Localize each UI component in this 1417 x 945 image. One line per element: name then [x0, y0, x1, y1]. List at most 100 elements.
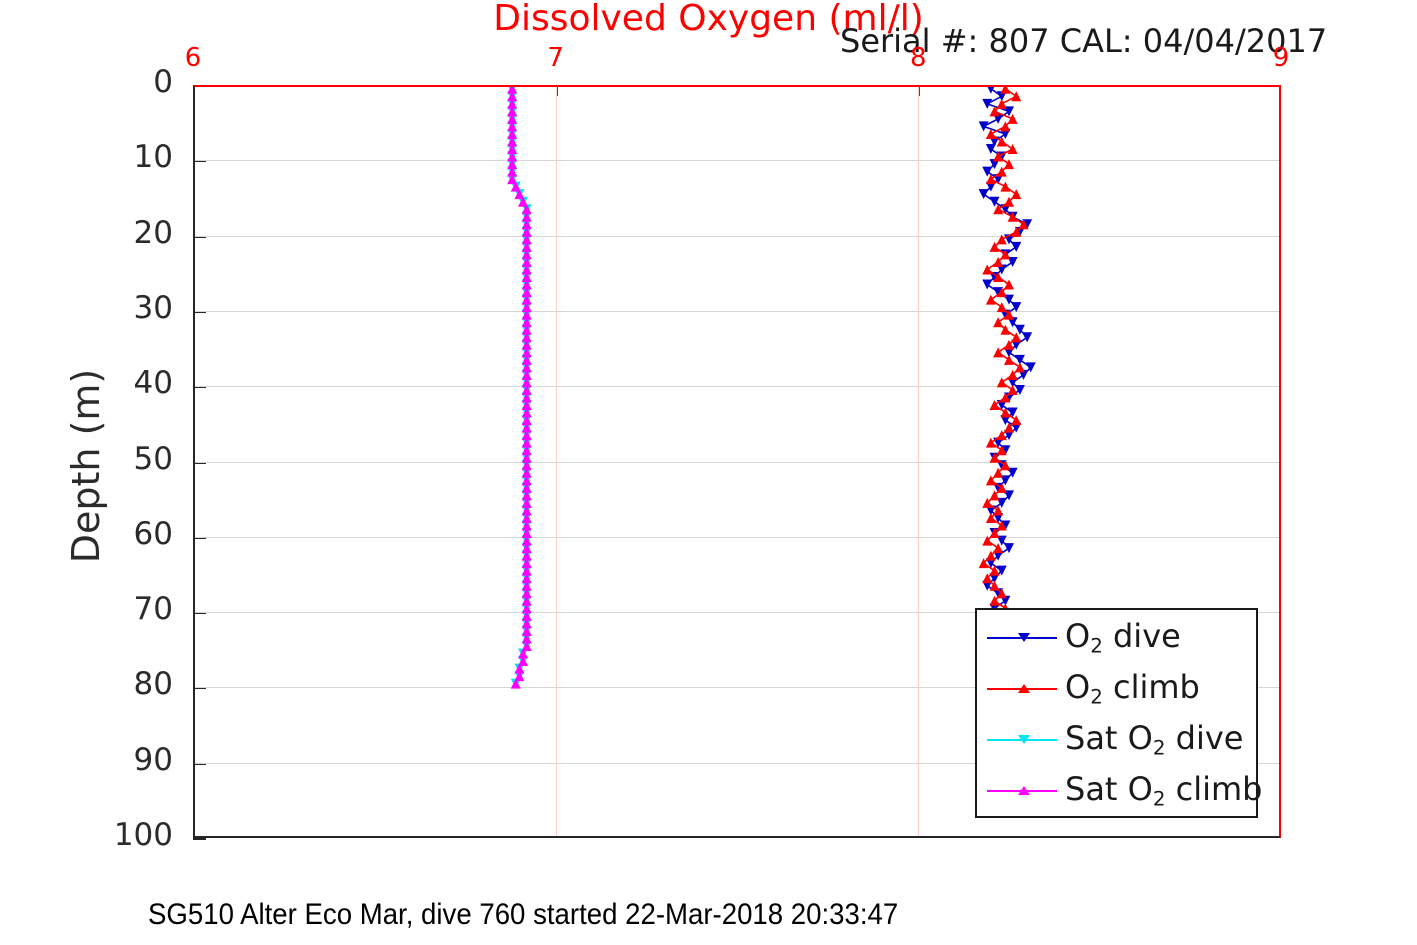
serial-cal-annotation: Serial #: 807 CAL: 04/04/2017 [840, 22, 1328, 60]
trace-marker [996, 430, 1007, 441]
trace-marker [521, 400, 532, 411]
x-tick-label: 7 [547, 43, 564, 73]
trace-marker [521, 294, 532, 305]
grid-line-vertical [555, 85, 557, 838]
trace-marker [993, 151, 1004, 162]
legend-sample [987, 781, 1057, 801]
trace-marker [521, 595, 532, 606]
trace-marker [985, 550, 996, 561]
trace-marker [521, 234, 532, 245]
legend-item[interactable]: Sat O2 climb [977, 765, 1262, 816]
trace-marker [1004, 347, 1014, 358]
trace-marker [996, 98, 1007, 109]
legend-item[interactable]: O2 climb [977, 663, 1260, 714]
trace-marker [521, 384, 532, 395]
trace-marker [521, 422, 532, 433]
trace-marker [521, 369, 532, 380]
trace-marker [993, 204, 1004, 215]
trace-marker [521, 309, 532, 320]
trace-marker [1011, 226, 1022, 237]
trace-marker [993, 505, 1004, 516]
plot-area [193, 85, 1281, 838]
y-tick-label: 100 [113, 817, 173, 853]
trace-marker [978, 558, 989, 569]
y-tick-mark [193, 838, 206, 840]
trace-marker [507, 121, 518, 132]
trace-marker [521, 543, 532, 554]
grid-line-horizontal [193, 461, 1281, 463]
trace-marker [514, 189, 525, 200]
trace-2 [978, 85, 1029, 614]
trace-marker [521, 490, 532, 501]
grid-line-horizontal [193, 160, 1281, 162]
trace-marker [1004, 339, 1014, 350]
trace-marker [1011, 302, 1022, 313]
trace-marker [989, 595, 1000, 606]
chart-title: Dissolved Oxygen (ml/l) [493, 0, 924, 39]
trace-marker [1025, 362, 1036, 373]
y-tick-mark [193, 536, 206, 539]
trace-marker [1007, 113, 1018, 124]
trace-marker [1000, 181, 1011, 192]
trace-marker [996, 136, 1007, 147]
trace-marker [989, 565, 1000, 576]
grid-line-horizontal [193, 310, 1281, 312]
trace-marker [507, 144, 518, 155]
trace-marker [521, 640, 532, 651]
trace-marker [521, 475, 532, 486]
legend-marker-triangle-down-icon [1018, 632, 1030, 642]
trace-marker [521, 460, 532, 471]
y-tick-label: 0 [153, 64, 173, 100]
trace-marker [521, 264, 532, 275]
trace-marker [982, 497, 993, 508]
legend-item[interactable]: O2 dive [977, 612, 1260, 663]
trace-marker [989, 400, 1000, 411]
trace-marker [1022, 332, 1033, 343]
trace-marker [993, 256, 1004, 267]
legend-item[interactable]: Sat O2 dive [977, 714, 1260, 765]
trace-marker [521, 287, 532, 298]
y-tick-label: 80 [133, 666, 173, 703]
trace-marker [1000, 121, 1011, 132]
plot-axes-frame [193, 85, 1281, 838]
trace-marker [996, 302, 1007, 313]
y-tick-label: 90 [133, 741, 173, 778]
legend-sample [987, 730, 1057, 750]
legend-sample [987, 679, 1057, 699]
trace-marker [1004, 490, 1014, 501]
trace-marker [1000, 85, 1011, 94]
trace-marker [989, 159, 1000, 170]
trace-marker [993, 543, 1004, 554]
legend[interactable]: O2 dive O2 climb Sat O2 dive Sat O2 climb [975, 608, 1262, 818]
y-tick-mark [193, 310, 206, 313]
trace-marker [521, 354, 532, 365]
trace-marker [1007, 256, 1018, 267]
trace-marker [993, 317, 1004, 328]
trace-marker [521, 347, 532, 358]
legend-label: Sat O2 dive [1065, 719, 1244, 760]
trace-marker [1014, 324, 1025, 335]
trace-marker [1014, 354, 1025, 365]
trace-marker [1000, 460, 1011, 471]
trace-marker [521, 618, 532, 629]
trace-marker [518, 196, 529, 207]
trace-marker [1000, 407, 1011, 418]
trace-marker [985, 144, 996, 155]
trace-marker [1004, 422, 1014, 433]
trace-marker [978, 121, 989, 132]
y-tick-mark [193, 687, 206, 690]
trace-marker [996, 535, 1007, 546]
x-tick-label: 9 [1272, 43, 1290, 73]
trace-marker [1007, 144, 1018, 155]
grid-line-horizontal [193, 386, 1281, 388]
trace-marker [996, 588, 1007, 599]
y-tick-mark [193, 235, 206, 238]
trace-marker [518, 648, 529, 659]
trace-marker [989, 528, 1000, 539]
trace-marker [521, 256, 532, 267]
trace-marker [521, 362, 532, 373]
trace-marker [521, 415, 532, 426]
trace-marker [996, 377, 1007, 388]
trace-marker [521, 565, 532, 576]
trace-marker [985, 181, 996, 192]
